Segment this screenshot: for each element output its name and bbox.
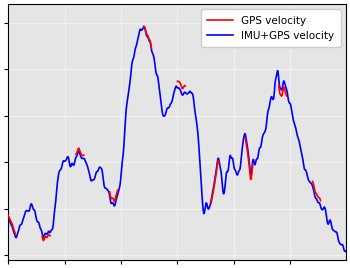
- IMU+GPS velocity: [232, 167, 236, 170]
- IMU+GPS velocity: [261, 133, 265, 137]
- IMU+GPS velocity: [206, 206, 210, 210]
- IMU+GPS velocity: [93, 175, 97, 178]
- IMU+GPS velocity: [66, 155, 70, 158]
- Legend: GPS velocity, IMU+GPS velocity: GPS velocity, IMU+GPS velocity: [201, 9, 341, 47]
- IMU+GPS velocity: [160, 106, 164, 109]
- GPS velocity: [6, 214, 10, 217]
- Line: IMU+GPS velocity: IMU+GPS velocity: [8, 28, 346, 251]
- IMU+GPS velocity: [142, 26, 146, 29]
- IMU+GPS velocity: [344, 250, 348, 253]
- IMU+GPS velocity: [6, 217, 10, 220]
- IMU+GPS velocity: [343, 250, 347, 253]
- Line: GPS velocity: GPS velocity: [8, 26, 321, 241]
